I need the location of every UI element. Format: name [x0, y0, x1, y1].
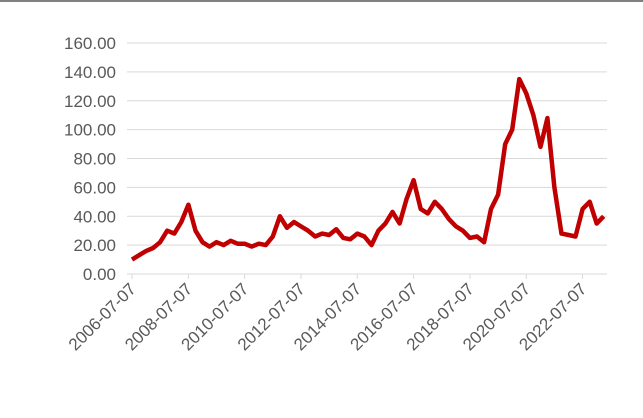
- data-line: [130, 76, 606, 262]
- y-tick-label: 140.00: [64, 63, 116, 82]
- y-tick-label: 100.00: [64, 121, 116, 140]
- y-tick-label: 60.00: [73, 178, 116, 197]
- y-tick-label: 120.00: [64, 92, 116, 111]
- y-tick-label: 40.00: [73, 207, 116, 226]
- y-tick-label: 0.00: [83, 265, 116, 284]
- y-tick-label: 160.00: [64, 34, 116, 53]
- y-tick-label: 80.00: [73, 150, 116, 169]
- y-tick-label: 20.00: [73, 236, 116, 255]
